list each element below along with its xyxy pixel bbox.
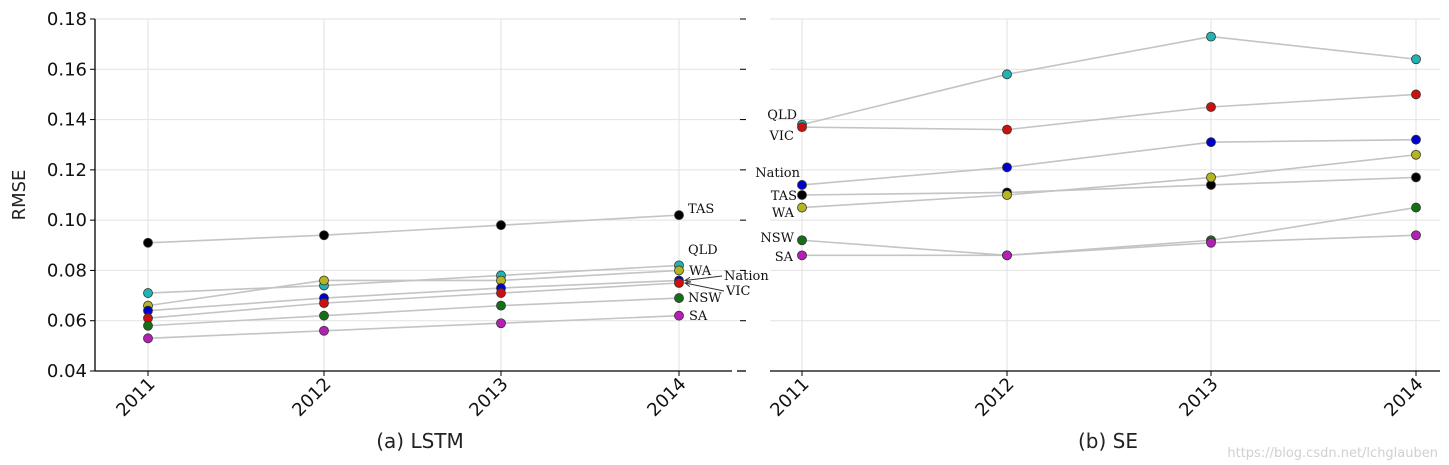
lstm-arrow-vic [684,282,725,292]
lstm-arrow-nation [684,275,723,281]
lstm-line-tas [147,214,680,244]
lstm-ytick-label-6: 0.16 [47,59,87,80]
se-point-nsw-2014 [1411,202,1421,213]
lstm-panel: 0.04 0.06 0.08 0.10 0.12 0.14 0.16 0.18 RMSE 2011… [9,9,769,453]
se-series-label-nsw: NSW [760,231,794,246]
lstm-series-label-wa: WA [689,264,712,279]
lstm-ytick-label-2: 0.08 [47,260,87,281]
lstm-point-sa-2013 [496,318,506,329]
lstm-xtick-label-2014: 2014 [643,374,690,421]
se-xtick-label-2011: 2011 [766,374,813,421]
lstm-xtick-label-2013: 2013 [465,374,512,421]
se-series-label-sa: SA [775,250,794,265]
se-series-label-wa: WA [772,206,795,221]
lstm-point-qld-2011 [143,288,153,298]
lstm-ytick-label-3: 0.10 [47,210,87,231]
se-point-vic-2011 [797,122,807,133]
se-xtick-label-2014: 2014 [1380,374,1427,421]
se-line-sa [802,234,1417,257]
lstm-point-vic-2013 [496,288,506,298]
se-point-qld-2014 [1411,54,1421,65]
se-point-nation-2011 [797,180,807,190]
lstm-point-nsw-2014 [674,293,684,303]
se-point-vic-2013 [1206,102,1216,112]
se-point-wa-2014 [1411,149,1421,160]
se-point-tas-2011 [797,190,807,200]
lstm-point-wa-2014 [674,265,684,276]
se-point-qld-2013 [1206,31,1216,42]
lstm-series-label-sa: SA [689,309,708,324]
se-line-tas [801,176,1417,196]
lstm-series-label-vic: VIC [725,284,751,299]
se-line-wa [801,153,1417,209]
se-point-qld-2012 [1002,69,1012,80]
lstm-point-nsw-2011 [143,320,153,331]
lstm-series-label-nsw: NSW [688,291,722,306]
lstm-point-wa-2012 [319,275,329,286]
lstm-point-sa-2014 [674,310,684,321]
se-point-sa-2014 [1411,230,1421,241]
se-series-label-qld: QLD [767,108,797,123]
lstm-arrowhead-vic [683,281,691,288]
se-panel: 2011 2012 2013 2014 (b) SE QLD VIC Nation TAS WA N… [755,18,1440,453]
lstm-line-sa [147,314,680,340]
lstm-point-tas-2011 [143,237,153,248]
se-point-nation-2013 [1206,137,1216,148]
lstm-xtick-label-2011: 2011 [112,374,159,421]
se-series-label-nation: Nation [755,166,800,181]
se-series-label-vic: VIC [769,129,795,144]
se-series-label-tas: TAS [771,189,797,204]
lstm-ytick-label-0: 0.04 [47,361,87,382]
se-xtick-label-2012: 2012 [971,374,1018,421]
se-point-wa-2012 [1002,190,1012,200]
se-point-wa-2011 [797,202,807,213]
se-point-nation-2012 [1002,162,1012,173]
se-point-wa-2013 [1206,172,1216,183]
lstm-xtick-label-2012: 2012 [288,374,335,421]
lstm-ytick-label-4: 0.12 [47,160,87,181]
lstm-line-qld [147,264,680,294]
se-line-qld [801,35,1417,126]
lstm-series-label-qld: QLD [688,243,718,258]
lstm-ytick-label-7: 0.18 [47,9,87,30]
se-point-tas-2014 [1411,172,1421,183]
lstm-point-sa-2012 [319,325,329,336]
lstm-line-wa [147,269,680,307]
se-point-sa-2011 [797,250,807,261]
lstm-line-nsw [147,297,680,327]
se-point-sa-2012 [1002,250,1012,261]
lstm-ytick-label-1: 0.06 [47,311,87,332]
lstm-line-vic [147,282,680,319]
se-point-sa-2013 [1206,237,1216,248]
lstm-point-nsw-2013 [496,300,506,311]
lstm-y-axis-title: RMSE [9,170,30,221]
lstm-point-vic-2014 [674,278,684,288]
lstm-point-sa-2011 [143,333,153,344]
se-line-vic [801,93,1417,131]
lstm-point-tas-2014 [674,210,684,221]
lstm-point-nsw-2012 [319,310,329,321]
lstm-line-nation [147,279,680,312]
watermark-text: https://blog.csdn.net/lchglauben [1227,446,1438,461]
se-point-vic-2012 [1002,124,1012,135]
lstm-point-vic-2012 [319,298,329,309]
se-point-vic-2014 [1411,89,1421,100]
lstm-ytick-label-5: 0.14 [47,110,87,131]
se-line-nation [801,138,1417,186]
se-point-nsw-2011 [797,235,807,246]
se-caption: (b) SE [1078,429,1138,453]
lstm-point-tas-2012 [319,230,329,241]
se-line-nsw [801,206,1417,257]
se-xtick-label-2013: 2013 [1175,374,1222,421]
se-point-nation-2014 [1411,134,1421,145]
lstm-caption: (a) LSTM [376,429,464,453]
lstm-point-tas-2013 [496,220,506,231]
lstm-series-label-tas: TAS [688,202,714,217]
lstm-series-label-nation: Nation [724,269,769,284]
